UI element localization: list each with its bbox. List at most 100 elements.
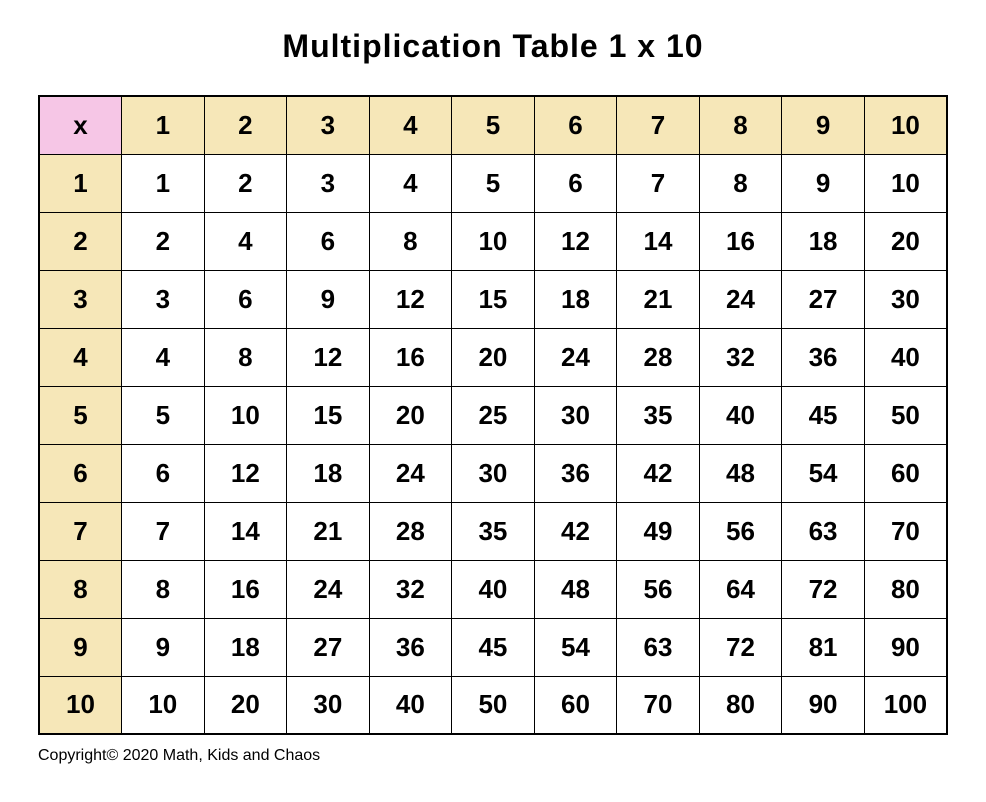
data-cell: 24 bbox=[369, 444, 452, 502]
data-cell: 60 bbox=[534, 676, 617, 734]
table-row: 4 4 8 12 16 20 24 28 32 36 40 bbox=[39, 328, 947, 386]
data-cell: 7 bbox=[122, 502, 205, 560]
data-cell: 24 bbox=[699, 270, 782, 328]
data-cell: 40 bbox=[452, 560, 535, 618]
row-header: 3 bbox=[39, 270, 122, 328]
data-cell: 7 bbox=[617, 154, 700, 212]
data-cell: 35 bbox=[452, 502, 535, 560]
table-row: 6 6 12 18 24 30 36 42 48 54 60 bbox=[39, 444, 947, 502]
col-header: 9 bbox=[782, 96, 865, 154]
page-title: Multiplication Table 1 x 10 bbox=[38, 28, 948, 65]
data-cell: 56 bbox=[699, 502, 782, 560]
data-cell: 12 bbox=[534, 212, 617, 270]
data-cell: 40 bbox=[369, 676, 452, 734]
data-cell: 63 bbox=[782, 502, 865, 560]
data-cell: 100 bbox=[864, 676, 947, 734]
data-cell: 56 bbox=[617, 560, 700, 618]
data-cell: 15 bbox=[287, 386, 370, 444]
col-header: 2 bbox=[204, 96, 287, 154]
data-cell: 45 bbox=[452, 618, 535, 676]
data-cell: 63 bbox=[617, 618, 700, 676]
data-cell: 30 bbox=[452, 444, 535, 502]
data-cell: 28 bbox=[369, 502, 452, 560]
data-cell: 40 bbox=[699, 386, 782, 444]
data-cell: 8 bbox=[122, 560, 205, 618]
data-cell: 4 bbox=[369, 154, 452, 212]
col-header: 1 bbox=[122, 96, 205, 154]
data-cell: 80 bbox=[699, 676, 782, 734]
col-header: 10 bbox=[864, 96, 947, 154]
row-header: 8 bbox=[39, 560, 122, 618]
data-cell: 30 bbox=[287, 676, 370, 734]
col-header: 6 bbox=[534, 96, 617, 154]
row-header: 2 bbox=[39, 212, 122, 270]
data-cell: 24 bbox=[534, 328, 617, 386]
table-row: 3 3 6 9 12 15 18 21 24 27 30 bbox=[39, 270, 947, 328]
data-cell: 3 bbox=[122, 270, 205, 328]
data-cell: 30 bbox=[864, 270, 947, 328]
col-header: 5 bbox=[452, 96, 535, 154]
data-cell: 90 bbox=[782, 676, 865, 734]
data-cell: 70 bbox=[864, 502, 947, 560]
copyright-text: Copyright© 2020 Math, Kids and Chaos bbox=[38, 747, 948, 765]
data-cell: 70 bbox=[617, 676, 700, 734]
data-cell: 8 bbox=[369, 212, 452, 270]
data-cell: 24 bbox=[287, 560, 370, 618]
data-cell: 42 bbox=[534, 502, 617, 560]
data-cell: 27 bbox=[287, 618, 370, 676]
data-cell: 32 bbox=[699, 328, 782, 386]
data-cell: 18 bbox=[534, 270, 617, 328]
data-cell: 10 bbox=[864, 154, 947, 212]
table-body: 1 1 2 3 4 5 6 7 8 9 10 2 2 4 6 8 10 12 1… bbox=[39, 154, 947, 734]
data-cell: 15 bbox=[452, 270, 535, 328]
data-cell: 64 bbox=[699, 560, 782, 618]
data-cell: 4 bbox=[204, 212, 287, 270]
data-cell: 6 bbox=[204, 270, 287, 328]
row-header: 1 bbox=[39, 154, 122, 212]
data-cell: 8 bbox=[204, 328, 287, 386]
data-cell: 36 bbox=[534, 444, 617, 502]
row-header: 7 bbox=[39, 502, 122, 560]
data-cell: 25 bbox=[452, 386, 535, 444]
data-cell: 27 bbox=[782, 270, 865, 328]
data-cell: 40 bbox=[864, 328, 947, 386]
row-header: 5 bbox=[39, 386, 122, 444]
table-row: 2 2 4 6 8 10 12 14 16 18 20 bbox=[39, 212, 947, 270]
data-cell: 6 bbox=[122, 444, 205, 502]
data-cell: 16 bbox=[204, 560, 287, 618]
table-row: 7 7 14 21 28 35 42 49 56 63 70 bbox=[39, 502, 947, 560]
multiplication-table: x 1 2 3 4 5 6 7 8 9 10 1 1 2 3 4 5 6 7 8… bbox=[38, 95, 948, 735]
data-cell: 20 bbox=[204, 676, 287, 734]
data-cell: 5 bbox=[122, 386, 205, 444]
row-header: 9 bbox=[39, 618, 122, 676]
data-cell: 9 bbox=[287, 270, 370, 328]
data-cell: 60 bbox=[864, 444, 947, 502]
row-header: 4 bbox=[39, 328, 122, 386]
data-cell: 16 bbox=[699, 212, 782, 270]
data-cell: 2 bbox=[204, 154, 287, 212]
data-cell: 28 bbox=[617, 328, 700, 386]
data-cell: 9 bbox=[122, 618, 205, 676]
data-cell: 18 bbox=[782, 212, 865, 270]
data-cell: 10 bbox=[122, 676, 205, 734]
data-cell: 5 bbox=[452, 154, 535, 212]
data-cell: 80 bbox=[864, 560, 947, 618]
table-row: 1 1 2 3 4 5 6 7 8 9 10 bbox=[39, 154, 947, 212]
data-cell: 3 bbox=[287, 154, 370, 212]
data-cell: 20 bbox=[452, 328, 535, 386]
data-cell: 54 bbox=[534, 618, 617, 676]
data-cell: 72 bbox=[782, 560, 865, 618]
data-cell: 90 bbox=[864, 618, 947, 676]
col-header: 4 bbox=[369, 96, 452, 154]
data-cell: 48 bbox=[699, 444, 782, 502]
data-cell: 36 bbox=[782, 328, 865, 386]
data-cell: 12 bbox=[287, 328, 370, 386]
data-cell: 30 bbox=[534, 386, 617, 444]
data-cell: 10 bbox=[204, 386, 287, 444]
data-cell: 12 bbox=[369, 270, 452, 328]
data-cell: 21 bbox=[617, 270, 700, 328]
data-cell: 20 bbox=[369, 386, 452, 444]
data-cell: 42 bbox=[617, 444, 700, 502]
data-cell: 16 bbox=[369, 328, 452, 386]
data-cell: 4 bbox=[122, 328, 205, 386]
